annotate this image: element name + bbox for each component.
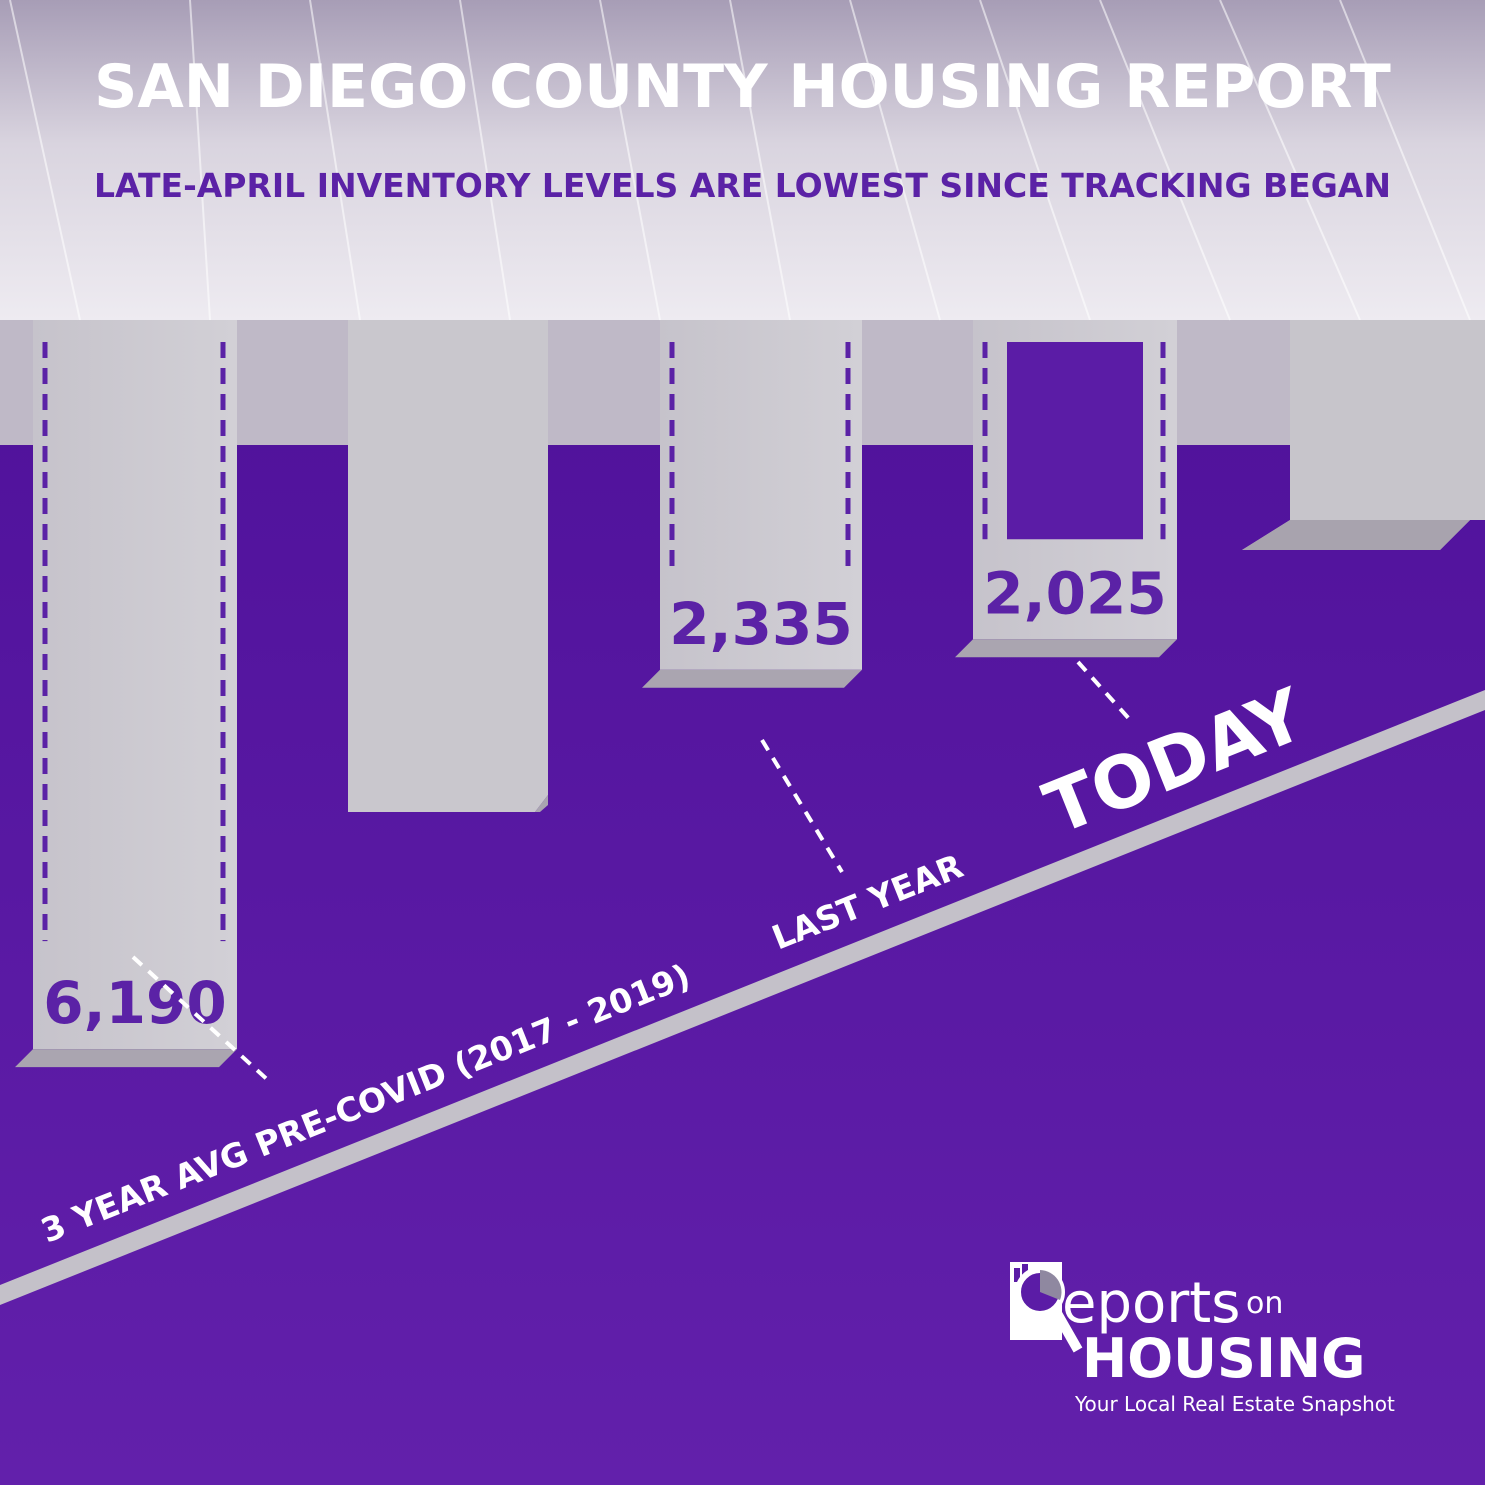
value-label-3: 2,025	[983, 559, 1166, 627]
ceiling-panel	[0, 0, 1485, 320]
baseline-strip	[0, 690, 1485, 1305]
decor-blocks	[348, 320, 1485, 812]
magnifier-chart-icon	[1010, 1262, 1083, 1353]
bar-3-edge	[955, 639, 1177, 658]
bar-1	[33, 320, 237, 1050]
page-title: SAN DIEGO COUNTY HOUSING REPORT	[94, 52, 1391, 122]
bar-3-window	[1007, 342, 1143, 540]
connector-lines	[131, 660, 1134, 1084]
page-subtitle: LATE-APRIL INVENTORY LEVELS ARE LOWEST S…	[94, 166, 1391, 205]
value-label-2: 2,335	[669, 590, 852, 658]
logo: eports on HOUSING Your Local Real Estate…	[1010, 1262, 1395, 1416]
bar-1-edge	[15, 1049, 237, 1068]
bar-2-edge	[642, 669, 862, 688]
bar-group: 6,190 2,335 2,025	[15, 320, 1177, 1068]
bar-2	[660, 320, 862, 670]
logo-text-on: on	[1246, 1286, 1283, 1321]
value-label-1: 6,190	[43, 969, 226, 1037]
logo-tagline: Your Local Real Estate Snapshot	[1074, 1392, 1395, 1416]
ceiling-seams	[9, 0, 1471, 321]
logo-text-housing: HOUSING	[1082, 1327, 1365, 1390]
logo-text-reports: eports	[1062, 1271, 1240, 1336]
